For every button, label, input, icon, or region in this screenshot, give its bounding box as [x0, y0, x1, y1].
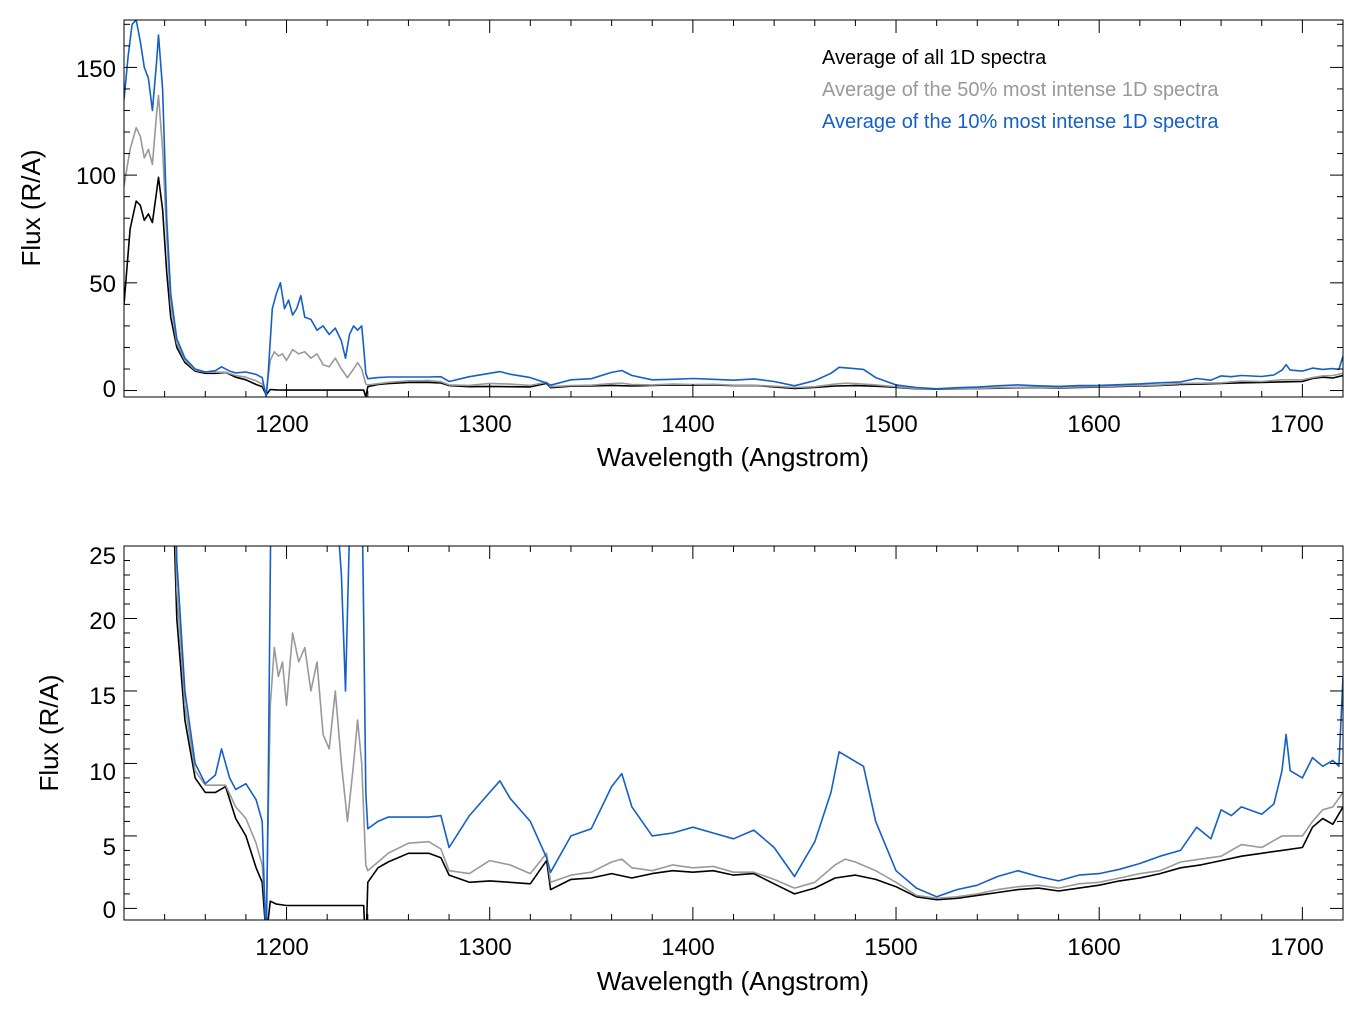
top-y-axis-label: Flux (R/A)	[16, 150, 46, 267]
bottom-series-line-1	[174, 546, 1343, 920]
top-x-tick-labels: 1200 1300 1400 1500 1600 1700	[255, 411, 1323, 438]
top-series-group	[124, 20, 1343, 397]
top-series-line-1	[124, 94, 1343, 394]
top-x-axis-label: Wavelength (Angstrom)	[597, 442, 869, 472]
bottom-y-axis-label: Flux (R/A)	[34, 675, 64, 792]
bottom-x-tick-label: 1200	[255, 934, 308, 961]
bottom-y-tick-label: 10	[89, 759, 116, 786]
top-x-tick-label: 1500	[864, 411, 917, 438]
bottom-series-line-2	[175, 546, 1343, 920]
top-plot-frame	[123, 19, 1344, 398]
top-x-tick-label: 1400	[661, 411, 714, 438]
legend-entry-10pct: Average of the 10% most intense 1D spect…	[822, 111, 1219, 133]
bottom-series-line-0	[173, 546, 1343, 920]
bottom-x-tick-labels: 1200 1300 1400 1500 1600 1700	[255, 934, 1323, 961]
bottom-y-tick-label: 15	[89, 683, 116, 710]
top-y-tick-labels: 0 50 100 150	[76, 56, 116, 403]
top-x-tick-label: 1600	[1067, 411, 1120, 438]
bottom-x-tick-label: 1300	[458, 934, 511, 961]
top-ticks	[123, 20, 1344, 397]
bottom-y-tick-labels: 0 5 10 15 20 25	[89, 543, 116, 924]
top-y-tick-label: 150	[76, 56, 116, 83]
bottom-series-group	[173, 546, 1343, 920]
bottom-panel: 1200 1300 1400 1500 1600 1700 0 5 10 15 …	[34, 543, 1344, 996]
top-x-tick-label: 1300	[458, 411, 511, 438]
top-y-tick-label: 100	[76, 163, 116, 190]
top-x-tick-label: 1700	[1270, 411, 1323, 438]
bottom-x-tick-label: 1500	[864, 934, 917, 961]
bottom-y-tick-label: 20	[89, 608, 116, 635]
legend-entry-all: Average of all 1D spectra	[822, 47, 1047, 69]
top-y-tick-label: 50	[89, 271, 116, 298]
top-x-tick-label: 1200	[255, 411, 308, 438]
bottom-y-tick-label: 0	[103, 897, 116, 924]
bottom-plot-frame	[123, 545, 1344, 921]
top-series-line-2	[124, 20, 1343, 397]
bottom-y-tick-label: 5	[103, 834, 116, 861]
legend: Average of all 1D spectra Average of the…	[822, 47, 1219, 133]
bottom-ticks	[123, 545, 1344, 920]
top-series-line-0	[124, 176, 1343, 397]
bottom-x-tick-label: 1400	[661, 934, 714, 961]
bottom-x-tick-label: 1600	[1067, 934, 1120, 961]
bottom-x-axis-label: Wavelength (Angstrom)	[597, 966, 869, 996]
top-y-tick-label: 0	[103, 376, 116, 403]
legend-entry-50pct: Average of the 50% most intense 1D spect…	[822, 79, 1219, 101]
bottom-x-tick-label: 1700	[1270, 934, 1323, 961]
top-panel: 1200 1300 1400 1500 1600 1700 0 50 100 1…	[16, 19, 1344, 472]
bottom-y-tick-label: 25	[89, 543, 116, 570]
